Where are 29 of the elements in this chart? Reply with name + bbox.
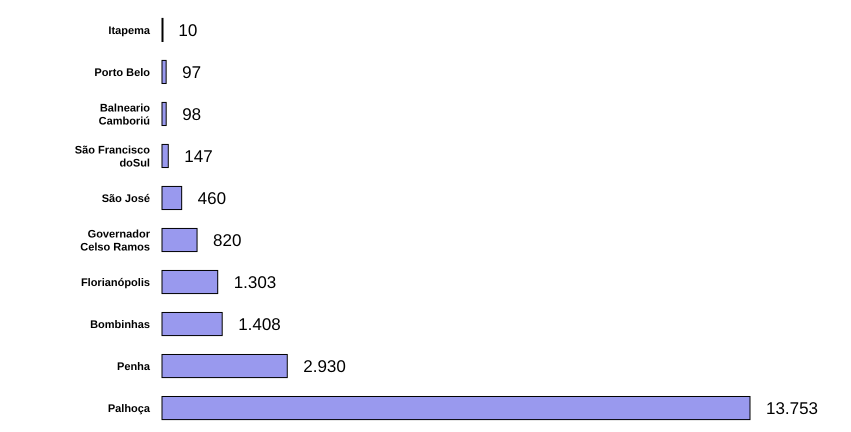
data-label: 1.303 <box>234 273 276 292</box>
bar <box>162 354 288 378</box>
data-label: 10 <box>178 20 198 40</box>
bar <box>162 144 169 168</box>
data-label: 147 <box>184 146 213 166</box>
data-label: 98 <box>182 104 202 124</box>
y-tick-label: Penha <box>116 361 151 374</box>
bar <box>162 396 750 420</box>
bar <box>162 270 218 294</box>
data-label: 1.408 <box>238 315 281 334</box>
y-tick-label: Florianópolis <box>80 277 150 290</box>
y-tick-label: São Francisco doSul <box>74 144 150 170</box>
y-tick-label: Governador Celso Ramos <box>80 228 151 254</box>
data-label: 13.753 <box>766 399 818 418</box>
bar <box>162 60 167 84</box>
y-tick-label: Porto Belo <box>94 66 150 79</box>
y-tick-label: Palhoça <box>108 403 151 416</box>
bar <box>162 228 198 252</box>
y-tick-label: Balneario Camboriú <box>98 102 150 128</box>
data-label: 460 <box>198 188 226 208</box>
data-label: 820 <box>213 231 242 250</box>
data-label: 97 <box>182 62 202 82</box>
bar <box>162 186 182 210</box>
y-tick-label: Itapema <box>108 24 151 37</box>
bar <box>162 312 223 336</box>
y-tick-label: São José <box>102 192 150 205</box>
bar <box>162 102 167 126</box>
data-label: 2.930 <box>303 357 346 376</box>
y-tick-label: Bombinhas <box>90 319 150 332</box>
